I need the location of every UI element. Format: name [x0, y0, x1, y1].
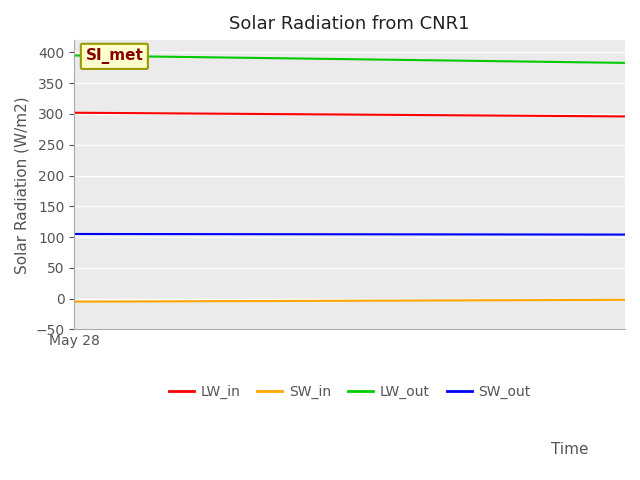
Title: Solar Radiation from CNR1: Solar Radiation from CNR1 — [230, 15, 470, 33]
Y-axis label: Solar Radiation (W/m2): Solar Radiation (W/m2) — [15, 96, 30, 274]
Text: Time: Time — [551, 442, 589, 456]
Legend: LW_in, SW_in, LW_out, SW_out: LW_in, SW_in, LW_out, SW_out — [163, 380, 536, 405]
Text: SI_met: SI_met — [85, 48, 143, 64]
